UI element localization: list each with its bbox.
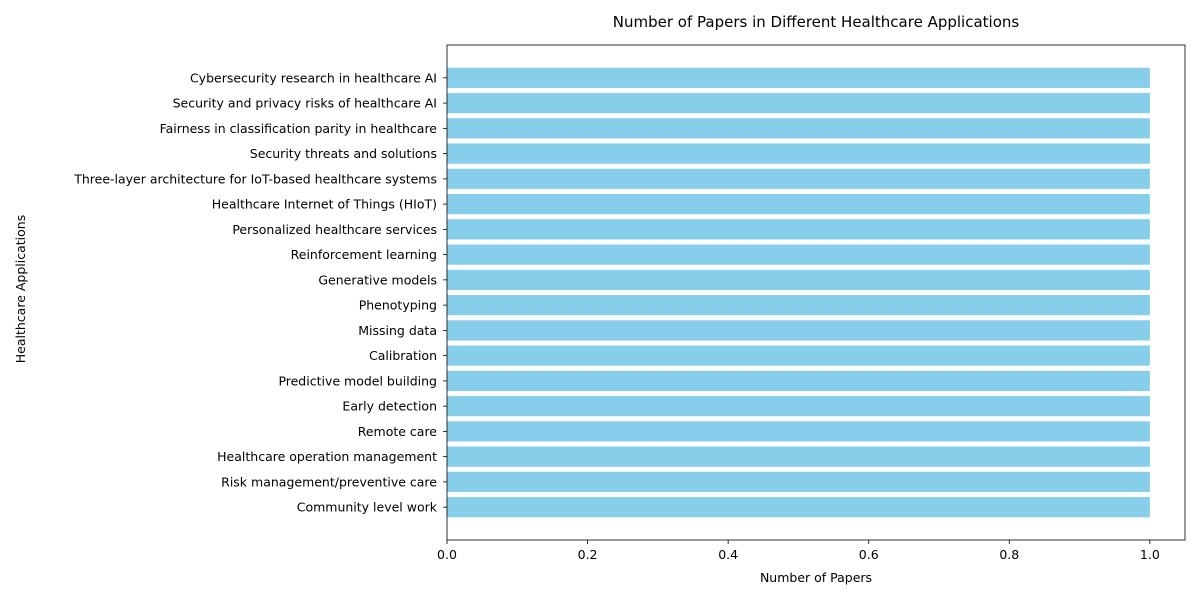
bar bbox=[447, 118, 1150, 139]
y-tick-label: Three-layer architecture for IoT-based h… bbox=[73, 171, 437, 186]
y-tick-label: Community level work bbox=[297, 500, 438, 515]
y-axis-title: Healthcare Applications bbox=[13, 215, 28, 363]
x-tick-label: 0.6 bbox=[859, 547, 879, 562]
bar bbox=[447, 194, 1150, 215]
bar bbox=[447, 143, 1150, 164]
bar bbox=[447, 92, 1150, 114]
y-tick-label: Reinforcement learning bbox=[291, 247, 437, 262]
x-tick-label: 0.0 bbox=[437, 547, 457, 562]
x-axis-ticks: 0.0 0.2 0.4 0.6 0.8 1.0 bbox=[437, 540, 1160, 562]
bars-group bbox=[447, 67, 1150, 518]
y-tick-label: Cybersecurity research in healthcare AI bbox=[190, 70, 437, 85]
bar bbox=[447, 295, 1150, 316]
y-tick-label: Risk management/preventive care bbox=[221, 474, 437, 489]
y-tick-label: Healthcare operation management bbox=[217, 449, 437, 464]
bar bbox=[447, 269, 1150, 290]
bar bbox=[447, 168, 1150, 189]
bar bbox=[447, 446, 1150, 467]
x-tick-label: 0.8 bbox=[999, 547, 1019, 562]
y-tick-label: Early detection bbox=[342, 399, 437, 414]
bar bbox=[447, 219, 1150, 240]
bar bbox=[447, 244, 1150, 265]
y-tick-label: Missing data bbox=[358, 323, 437, 338]
y-tick-label: Security threats and solutions bbox=[250, 146, 437, 161]
y-tick-label: Predictive model building bbox=[278, 373, 437, 388]
x-tick-label: 1.0 bbox=[1140, 547, 1160, 562]
bar bbox=[447, 421, 1150, 442]
bar bbox=[447, 320, 1150, 341]
y-tick-label: Healthcare Internet of Things (HIoT) bbox=[212, 197, 437, 212]
y-tick-label: Calibration bbox=[369, 348, 437, 363]
x-tick-label: 0.2 bbox=[578, 547, 598, 562]
bar bbox=[447, 396, 1150, 417]
bar bbox=[447, 471, 1150, 493]
bar bbox=[447, 345, 1150, 366]
y-tick-label: Personalized healthcare services bbox=[232, 222, 437, 237]
y-axis-ticks: Community level work Risk management/prev… bbox=[73, 70, 447, 515]
bar bbox=[447, 497, 1150, 518]
x-tick-label: 0.4 bbox=[718, 547, 738, 562]
y-tick-label: Phenotyping bbox=[359, 298, 437, 313]
y-tick-label: Fairness in classification parity in hea… bbox=[160, 121, 438, 136]
axes-frame bbox=[446, 44, 1186, 541]
plot-area-border bbox=[446, 44, 1186, 541]
y-tick-label: Security and privacy risks of healthcare… bbox=[173, 96, 437, 111]
y-tick-label: Generative models bbox=[318, 272, 437, 287]
bar bbox=[447, 370, 1150, 391]
y-tick-label: Remote care bbox=[358, 424, 438, 439]
chart-title: Number of Papers in Different Healthcare… bbox=[613, 13, 1020, 31]
bar bbox=[447, 67, 1150, 88]
x-axis-title: Number of Papers bbox=[760, 570, 872, 585]
